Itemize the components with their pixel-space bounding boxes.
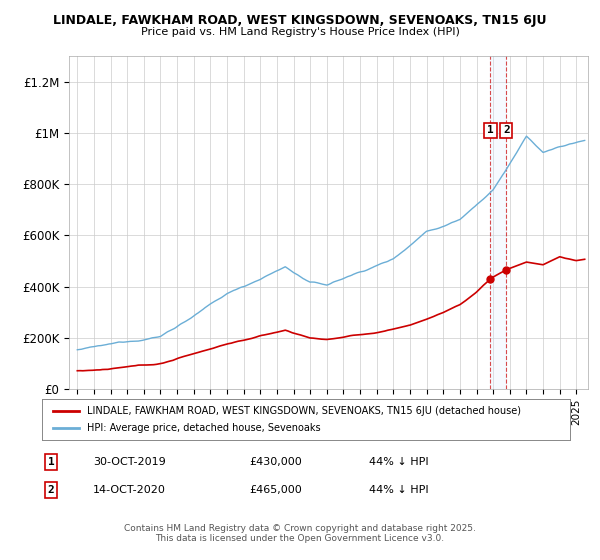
Text: 2: 2	[503, 125, 509, 136]
Text: 1: 1	[47, 457, 55, 467]
Text: HPI: Average price, detached house, Sevenoaks: HPI: Average price, detached house, Seve…	[87, 423, 320, 433]
Text: 2: 2	[47, 485, 55, 495]
Text: Contains HM Land Registry data © Crown copyright and database right 2025.
This d: Contains HM Land Registry data © Crown c…	[124, 524, 476, 543]
Text: £465,000: £465,000	[249, 485, 302, 495]
Text: Price paid vs. HM Land Registry's House Price Index (HPI): Price paid vs. HM Land Registry's House …	[140, 27, 460, 37]
Text: 14-OCT-2020: 14-OCT-2020	[93, 485, 166, 495]
Text: LINDALE, FAWKHAM ROAD, WEST KINGSDOWN, SEVENOAKS, TN15 6JU (detached house): LINDALE, FAWKHAM ROAD, WEST KINGSDOWN, S…	[87, 405, 521, 416]
Bar	[490, 56, 506, 389]
Text: 44% ↓ HPI: 44% ↓ HPI	[369, 457, 428, 467]
Text: LINDALE, FAWKHAM ROAD, WEST KINGSDOWN, SEVENOAKS, TN15 6JU: LINDALE, FAWKHAM ROAD, WEST KINGSDOWN, S…	[53, 14, 547, 27]
Text: 30-OCT-2019: 30-OCT-2019	[93, 457, 166, 467]
Text: 1: 1	[487, 125, 494, 136]
Text: £430,000: £430,000	[249, 457, 302, 467]
Text: 44% ↓ HPI: 44% ↓ HPI	[369, 485, 428, 495]
